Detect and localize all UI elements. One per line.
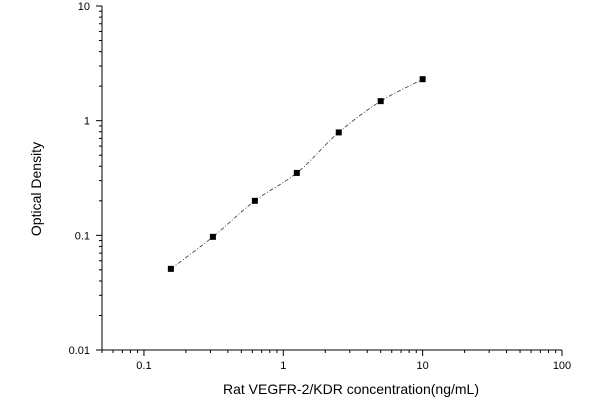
y-tick-label: 0.01 [69,345,90,357]
axes: 0.1 1 10 100 0.01 0.1 1 10 [69,1,572,372]
x-tick-label: 0.1 [136,360,151,372]
x-tick-label: 1 [280,360,286,372]
data-point [335,129,342,136]
data-point [377,98,384,105]
y-tick-label: 1 [84,116,90,128]
y-tick-label: 10 [78,1,90,13]
x-axis-title: Rat VEGFR-2/KDR concentration(ng/mL) [223,381,479,397]
data-point [293,169,300,176]
y-tick-label: 0.1 [75,230,90,242]
data-point [251,197,258,204]
data-point [209,233,216,240]
data-point [419,76,426,83]
x-tick-label: 10 [417,360,429,372]
data-point [167,265,174,272]
x-tick-label: 100 [553,360,571,372]
data-points [167,76,426,272]
y-axis-title: Optical Density [28,142,44,236]
